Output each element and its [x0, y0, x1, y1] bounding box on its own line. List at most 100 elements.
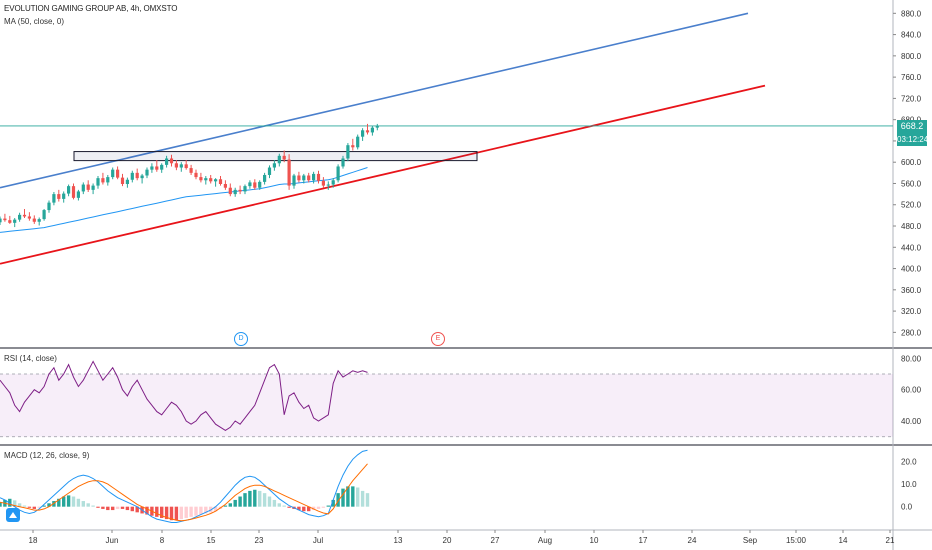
macd-histogram-bar — [32, 506, 36, 509]
lower-trend-line — [0, 84, 766, 265]
candle-body — [361, 130, 365, 137]
macd-histogram-bar — [302, 506, 306, 512]
price-axis[interactable]: 280.0 320.0 360.0 400.0 440.0 480.0 520.0 560.0… — [893, 9, 922, 512]
price-tick-label: 720.0 — [901, 94, 922, 103]
candle-body — [155, 166, 159, 170]
macd-histogram-bar — [356, 487, 360, 507]
candle-body — [116, 169, 120, 178]
macd-histogram-bar — [365, 493, 370, 507]
macd-histogram-bar — [106, 506, 110, 511]
candle-body — [223, 184, 227, 188]
time-tick-label: 23 — [255, 536, 264, 545]
candle-body — [18, 214, 22, 220]
candle-body — [287, 159, 291, 186]
price-tick-label: 400.0 — [901, 265, 922, 274]
candle-body — [125, 179, 129, 185]
macd-histogram-bar — [204, 506, 208, 514]
time-tick-label: 14 — [839, 536, 848, 545]
macd-histogram-bar — [164, 506, 169, 520]
candle-body — [62, 193, 66, 199]
rsi-legend[interactable]: RSI (14, close) — [4, 354, 57, 363]
event-marker-d[interactable]: D — [234, 332, 248, 346]
candle-body — [214, 179, 218, 182]
macd-histogram-bar — [233, 499, 237, 507]
candle-body — [321, 180, 325, 186]
macd-histogram-bar — [199, 506, 203, 515]
candle-body — [365, 130, 370, 133]
candle-body — [233, 189, 237, 195]
macd-pane[interactable] — [0, 449, 370, 523]
candle-body — [52, 194, 56, 203]
candle-body — [42, 210, 46, 220]
price-tick-label: 880.0 — [901, 9, 922, 18]
macd-histogram-bar — [267, 496, 272, 507]
candle-body — [8, 220, 12, 223]
price-tick-label: 840.0 — [901, 31, 922, 40]
candle-body — [150, 166, 154, 170]
rsi-tick-label: 80.00 — [901, 354, 922, 363]
macd-histogram-bar — [57, 498, 61, 507]
macd-legend[interactable]: MACD (12, 26, close, 9) — [4, 451, 90, 460]
macd-histogram-bar — [184, 506, 188, 518]
rsi-tick-label: 40.00 — [901, 417, 922, 426]
macd-histogram-bar — [248, 490, 252, 507]
macd-histogram-bar — [71, 496, 76, 507]
candle-body — [189, 168, 193, 173]
price-pane[interactable] — [0, 12, 893, 265]
candle-body — [135, 172, 139, 179]
macd-histogram-bar — [262, 493, 267, 507]
candle-body — [37, 219, 41, 222]
candle-body — [341, 158, 345, 167]
macd-histogram-bar — [223, 505, 228, 507]
candle-body — [160, 164, 164, 170]
candle-body — [76, 191, 80, 198]
candle-body — [174, 163, 178, 168]
candle-body — [179, 164, 183, 168]
candle-body — [96, 178, 100, 186]
rsi-tick-label: 60.00 — [901, 386, 922, 395]
macd-histogram-bar — [115, 506, 120, 509]
macd-histogram-bar — [331, 499, 335, 507]
macd-histogram-bar — [86, 503, 90, 507]
macd-histogram-bar — [62, 496, 66, 507]
macd-histogram-bar — [120, 506, 125, 509]
macd-histogram-bar — [287, 506, 291, 508]
price-tick-label: 600.0 — [901, 158, 922, 167]
ma-legend[interactable]: MA (50, close, 0) — [4, 17, 65, 26]
macd-histogram-bar — [179, 506, 183, 520]
macd-histogram-bar — [135, 506, 139, 513]
macd-histogram-bar — [213, 506, 218, 512]
macd-histogram-bar — [277, 503, 281, 507]
time-tick-label: 15:00 — [786, 536, 807, 545]
event-marker-e[interactable]: E — [431, 332, 445, 346]
macd-histogram-bar — [360, 490, 365, 507]
candle-body — [272, 163, 276, 168]
macd-histogram-bar — [160, 506, 164, 518]
macd-histogram-bar — [101, 506, 105, 509]
macd-histogram-bar — [81, 501, 85, 507]
time-tick-label: Jul — [313, 536, 323, 545]
price-tick-label: 560.0 — [901, 179, 922, 188]
time-axis[interactable]: 18 Jun 8 15 23 Jul 13 20 27 Aug 10 17 24 Sep 15:00 14 21 — [29, 530, 895, 545]
macd-histogram-bar — [282, 505, 286, 507]
tradingview-logo-icon[interactable] — [6, 508, 20, 522]
macd-histogram-bar — [145, 506, 149, 515]
macd-histogram-bar — [91, 505, 95, 507]
price-tick-label: 360.0 — [901, 286, 922, 295]
price-tick-label: 800.0 — [901, 52, 922, 61]
candle-body — [145, 169, 149, 176]
time-tick-label: 27 — [491, 536, 500, 545]
macd-histogram-bar — [194, 506, 198, 516]
price-tick-label: 480.0 — [901, 222, 922, 231]
macd-histogram-bar — [27, 506, 32, 508]
candle-body — [101, 178, 105, 183]
candle-body — [199, 177, 203, 181]
time-tick-label: 20 — [443, 536, 452, 545]
price-tick-label: 320.0 — [901, 307, 922, 316]
macd-histogram-bar — [130, 506, 134, 512]
macd-histogram-bar — [321, 506, 326, 508]
rsi-pane[interactable] — [0, 360, 893, 438]
candle-body — [292, 175, 296, 186]
symbol-title: EVOLUTION GAMING GROUP AB, 4h, OMXSTO — [4, 4, 178, 13]
